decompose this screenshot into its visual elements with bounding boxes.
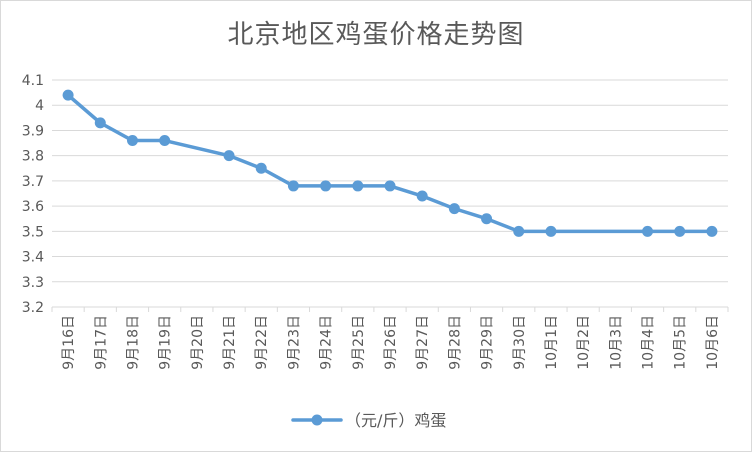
data-point <box>481 213 493 225</box>
data-point <box>62 89 74 101</box>
x-tick-label: 9月29日 <box>480 315 496 370</box>
x-tick-label: 10月3日 <box>608 315 624 370</box>
data-point <box>287 180 299 192</box>
data-point <box>223 150 235 162</box>
chart-title: 北京地区鸡蛋价格走势图 <box>227 20 525 50</box>
y-tick-label: 3.4 <box>22 250 44 266</box>
y-tick-label: 3.7 <box>22 174 44 190</box>
data-point <box>448 203 460 215</box>
y-tick-label: 3.2 <box>22 300 44 316</box>
y-tick-label: 3.6 <box>22 199 44 215</box>
y-tick-label: 3.5 <box>22 224 44 240</box>
data-point <box>159 135 171 147</box>
data-point <box>545 225 557 237</box>
data-point <box>416 190 428 202</box>
x-tick-label: 9月22日 <box>254 315 270 370</box>
data-point <box>94 117 106 129</box>
data-point <box>674 225 686 237</box>
x-tick-label: 10月5日 <box>673 315 689 370</box>
x-tick-label: 9月28日 <box>447 315 463 370</box>
x-tick-label: 9月26日 <box>383 315 399 370</box>
x-tick-label: 9月27日 <box>415 315 431 370</box>
x-tick-label: 9月19日 <box>158 315 174 370</box>
x-tick-label: 9月24日 <box>319 315 335 370</box>
x-tick-label: 9月25日 <box>351 315 367 370</box>
data-point <box>320 180 332 192</box>
data-point <box>126 135 138 147</box>
x-tick-label: 10月2日 <box>576 315 592 370</box>
x-tick-label: 9月20日 <box>190 315 206 370</box>
y-tick-label: 4.1 <box>22 73 44 89</box>
data-point <box>255 162 267 174</box>
x-tick-label: 10月1日 <box>544 315 560 370</box>
x-tick-label: 9月17日 <box>93 315 109 370</box>
legend-label: （元/斤）鸡蛋 <box>345 411 446 430</box>
x-tick-label: 10月6日 <box>705 315 721 370</box>
series-line <box>66 93 714 234</box>
data-point <box>384 180 396 192</box>
data-point <box>513 225 525 237</box>
x-tick-label: 9月21日 <box>222 315 238 370</box>
y-tick-label: 4 <box>35 98 44 114</box>
legend-marker <box>311 414 323 426</box>
x-tick-label: 9月18日 <box>125 315 141 370</box>
x-tick-label: 9月30日 <box>512 315 528 370</box>
data-point <box>352 180 364 192</box>
x-tick-label: 10月4日 <box>641 315 657 370</box>
y-tick-label: 3.8 <box>22 149 44 165</box>
x-tick-label: 9月23日 <box>286 315 302 370</box>
y-tick-label: 3.3 <box>22 275 44 291</box>
data-point <box>706 225 718 237</box>
data-point <box>642 225 654 237</box>
y-tick-label: 3.9 <box>22 123 44 139</box>
x-tick-label: 9月16日 <box>61 315 77 370</box>
